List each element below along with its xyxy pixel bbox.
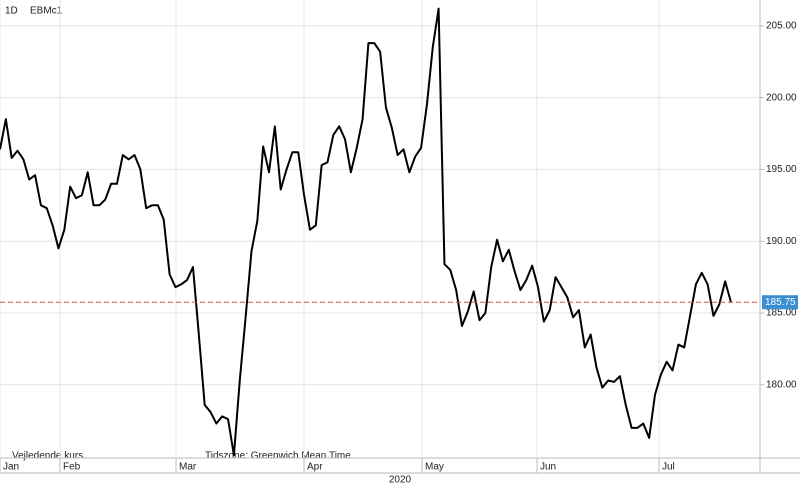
year-label: 2020 <box>389 475 412 485</box>
last-price-label: 185.75 <box>765 297 796 308</box>
y-tick-label: 190.00 <box>766 236 797 247</box>
interval: 1D <box>5 6 18 17</box>
y-tick-label: 195.00 <box>766 164 797 175</box>
x-tick-label: May <box>425 462 444 473</box>
x-tick-label: Jan <box>3 462 19 473</box>
last-price-badge <box>762 295 798 310</box>
y-tick-label: 200.00 <box>766 92 797 103</box>
y-tick-label: 185.00 <box>766 308 797 319</box>
x-tick-label: Jun <box>540 462 556 473</box>
x-tick-label: Apr <box>307 462 323 473</box>
symbol: EBMc1 <box>30 6 63 17</box>
y-tick-label: 180.00 <box>766 379 797 390</box>
y-tick-label: 205.00 <box>766 20 797 31</box>
price-line <box>0 7 732 457</box>
x-tick-label: Mar <box>179 462 197 473</box>
footnote: Vejledende kurs. <box>12 451 86 462</box>
x-tick-label: Feb <box>63 462 81 473</box>
timezone: Tidszone: Greenwich Mean Time <box>205 451 351 462</box>
x-tick-label: Jul <box>662 462 675 473</box>
